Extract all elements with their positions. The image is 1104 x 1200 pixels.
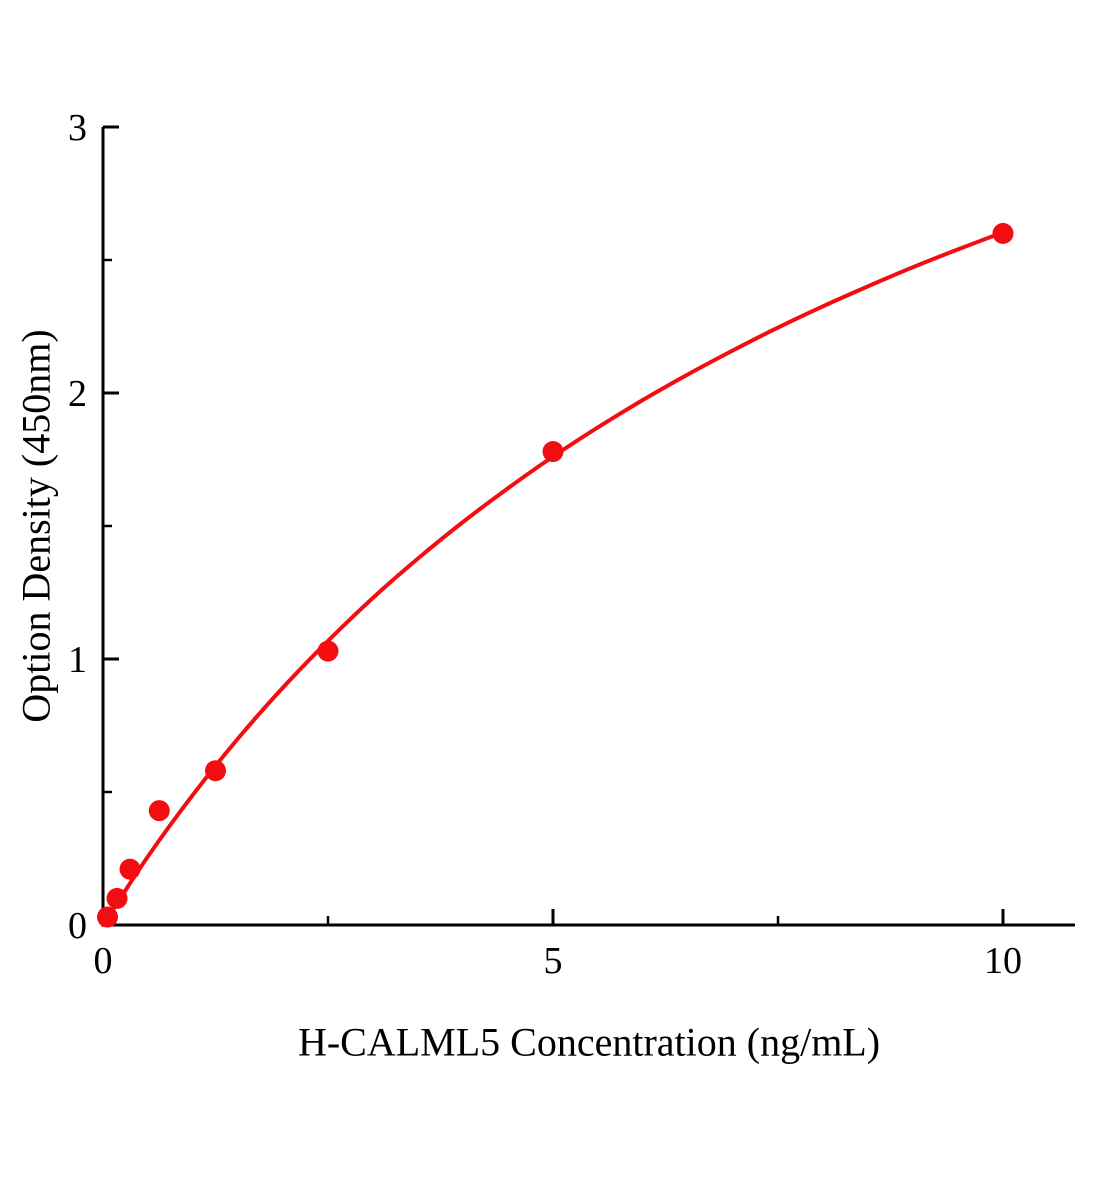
data-point: [106, 887, 128, 909]
fit-curve-path: [101, 230, 1005, 927]
y-tick-label: 3: [68, 107, 87, 149]
data-point: [205, 760, 226, 782]
data-point: [992, 222, 1014, 244]
x-axis-title: H-CALML5 Concentration (ng/mL): [297, 1019, 881, 1065]
y-tick-label: 0: [68, 905, 87, 947]
x-tick-label: 10: [984, 940, 1022, 982]
data-point: [97, 906, 118, 928]
y-axis-title: Option Density (450nm): [13, 329, 59, 723]
data-point: [148, 800, 170, 822]
data-point: [317, 640, 339, 662]
x-tick-label: 0: [94, 940, 113, 982]
y-tick-label: 2: [68, 373, 87, 415]
y-tick-label: 1: [68, 639, 87, 681]
data-point: [542, 441, 564, 463]
data-point: [119, 858, 141, 880]
x-tick-label: 5: [544, 940, 563, 982]
